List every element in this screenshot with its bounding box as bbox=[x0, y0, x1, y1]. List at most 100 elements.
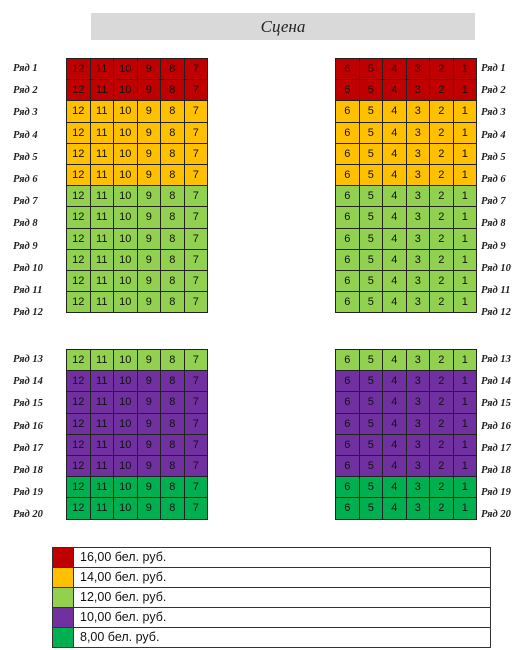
seat[interactable]: 11 bbox=[90, 122, 114, 144]
seat[interactable]: 7 bbox=[184, 122, 208, 144]
seat[interactable]: 4 bbox=[383, 101, 407, 123]
seat[interactable]: 1 bbox=[453, 350, 477, 372]
seat[interactable]: 11 bbox=[90, 228, 114, 250]
seat[interactable]: 9 bbox=[137, 59, 161, 81]
seat[interactable]: 6 bbox=[336, 207, 360, 229]
seat[interactable]: 1 bbox=[453, 477, 477, 499]
seat[interactable]: 11 bbox=[90, 392, 114, 414]
seat[interactable]: 11 bbox=[90, 455, 114, 478]
seat[interactable]: 9 bbox=[137, 413, 161, 435]
seat[interactable]: 5 bbox=[359, 80, 383, 102]
seat[interactable]: 11 bbox=[90, 101, 114, 123]
seat[interactable]: 8 bbox=[161, 164, 185, 187]
seat[interactable]: 7 bbox=[184, 80, 208, 102]
seat[interactable]: 7 bbox=[184, 270, 208, 293]
seat[interactable]: 1 bbox=[453, 270, 477, 293]
seat[interactable]: 7 bbox=[184, 371, 208, 393]
seat[interactable]: 10 bbox=[114, 164, 138, 187]
seat[interactable]: 5 bbox=[359, 207, 383, 229]
seat[interactable]: 5 bbox=[359, 392, 383, 414]
seat[interactable]: 3 bbox=[406, 207, 430, 229]
seat[interactable]: 12 bbox=[67, 59, 91, 81]
seat[interactable]: 10 bbox=[114, 498, 138, 520]
seat[interactable]: 1 bbox=[453, 498, 477, 520]
seat[interactable]: 3 bbox=[406, 59, 430, 81]
seat[interactable]: 12 bbox=[67, 292, 91, 314]
seat[interactable]: 9 bbox=[137, 249, 161, 271]
seat[interactable]: 3 bbox=[406, 101, 430, 123]
seat[interactable]: 2 bbox=[430, 371, 454, 393]
seat[interactable]: 11 bbox=[90, 434, 114, 456]
seat[interactable]: 10 bbox=[114, 455, 138, 478]
seat[interactable]: 4 bbox=[383, 371, 407, 393]
seat[interactable]: 4 bbox=[383, 143, 407, 165]
seat[interactable]: 3 bbox=[406, 498, 430, 520]
seat[interactable]: 9 bbox=[137, 270, 161, 293]
seat[interactable]: 2 bbox=[430, 143, 454, 165]
seat[interactable]: 7 bbox=[184, 249, 208, 271]
seat[interactable]: 3 bbox=[406, 143, 430, 165]
seat[interactable]: 10 bbox=[114, 477, 138, 499]
seat[interactable]: 7 bbox=[184, 455, 208, 478]
seat[interactable]: 8 bbox=[161, 80, 185, 102]
seat[interactable]: 11 bbox=[90, 292, 114, 314]
seat[interactable]: 11 bbox=[90, 186, 114, 208]
seat[interactable]: 1 bbox=[453, 122, 477, 144]
seat[interactable]: 4 bbox=[383, 122, 407, 144]
seat[interactable]: 6 bbox=[336, 413, 360, 435]
seat[interactable]: 8 bbox=[161, 270, 185, 293]
seat[interactable]: 8 bbox=[161, 498, 185, 520]
seat[interactable]: 12 bbox=[67, 207, 91, 229]
seat[interactable]: 8 bbox=[161, 249, 185, 271]
seat[interactable]: 2 bbox=[430, 101, 454, 123]
seat[interactable]: 1 bbox=[453, 413, 477, 435]
seat[interactable]: 10 bbox=[114, 228, 138, 250]
seat[interactable]: 2 bbox=[430, 350, 454, 372]
seat[interactable]: 8 bbox=[161, 434, 185, 456]
seat[interactable]: 12 bbox=[67, 413, 91, 435]
seat[interactable]: 12 bbox=[67, 455, 91, 478]
seat[interactable]: 10 bbox=[114, 350, 138, 372]
seat[interactable]: 12 bbox=[67, 371, 91, 393]
seat[interactable]: 8 bbox=[161, 59, 185, 81]
seat[interactable]: 7 bbox=[184, 498, 208, 520]
seat[interactable]: 2 bbox=[430, 477, 454, 499]
seat[interactable]: 7 bbox=[184, 434, 208, 456]
seat[interactable]: 12 bbox=[67, 270, 91, 293]
seat[interactable]: 6 bbox=[336, 498, 360, 520]
seat[interactable]: 6 bbox=[336, 228, 360, 250]
seat[interactable]: 9 bbox=[137, 186, 161, 208]
seat[interactable]: 5 bbox=[359, 270, 383, 293]
seat[interactable]: 5 bbox=[359, 455, 383, 478]
seat[interactable]: 11 bbox=[90, 249, 114, 271]
seat[interactable]: 6 bbox=[336, 477, 360, 499]
seat[interactable]: 12 bbox=[67, 143, 91, 165]
seat[interactable]: 2 bbox=[430, 122, 454, 144]
seat[interactable]: 8 bbox=[161, 122, 185, 144]
seat[interactable]: 8 bbox=[161, 228, 185, 250]
seat[interactable]: 4 bbox=[383, 498, 407, 520]
seat[interactable]: 6 bbox=[336, 434, 360, 456]
seat[interactable]: 5 bbox=[359, 413, 383, 435]
seat[interactable]: 12 bbox=[67, 186, 91, 208]
seat[interactable]: 4 bbox=[383, 392, 407, 414]
seat[interactable]: 1 bbox=[453, 186, 477, 208]
seat[interactable]: 10 bbox=[114, 101, 138, 123]
seat[interactable]: 7 bbox=[184, 186, 208, 208]
seat[interactable]: 11 bbox=[90, 350, 114, 372]
seat[interactable]: 8 bbox=[161, 455, 185, 478]
seat[interactable]: 11 bbox=[90, 477, 114, 499]
seat[interactable]: 5 bbox=[359, 143, 383, 165]
seat[interactable]: 7 bbox=[184, 164, 208, 187]
seat[interactable]: 9 bbox=[137, 371, 161, 393]
seat[interactable]: 6 bbox=[336, 80, 360, 102]
seat[interactable]: 6 bbox=[336, 292, 360, 314]
seat[interactable]: 4 bbox=[383, 350, 407, 372]
seat[interactable]: 10 bbox=[114, 207, 138, 229]
seat[interactable]: 8 bbox=[161, 477, 185, 499]
seat[interactable]: 3 bbox=[406, 455, 430, 478]
seat[interactable]: 2 bbox=[430, 207, 454, 229]
seat[interactable]: 5 bbox=[359, 477, 383, 499]
seat[interactable]: 6 bbox=[336, 371, 360, 393]
seat[interactable]: 8 bbox=[161, 350, 185, 372]
